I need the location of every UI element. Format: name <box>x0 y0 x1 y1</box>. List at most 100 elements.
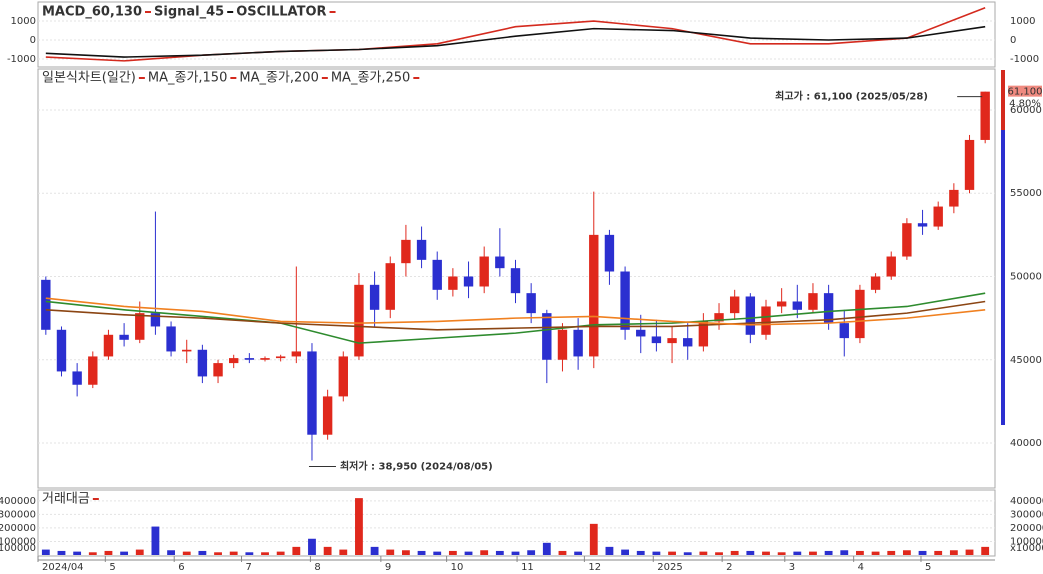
volume-bar <box>495 550 504 555</box>
candle-body <box>589 234 599 357</box>
candle-body <box>902 223 912 257</box>
candle-body <box>542 313 552 360</box>
volume-bar <box>589 523 598 555</box>
candle-body <box>369 284 380 310</box>
x-tick-label: 5 <box>109 562 115 573</box>
candle-body <box>683 338 693 347</box>
volume-pane <box>37 489 996 557</box>
candle-body <box>135 313 145 340</box>
candle-body <box>275 356 286 359</box>
candle-body <box>651 336 662 344</box>
candle-body <box>119 334 129 340</box>
volume-bar <box>308 538 316 555</box>
high-annotation: 최고가 : 61,100 (2025/05/28) <box>775 90 928 103</box>
candle-body <box>197 349 208 377</box>
x-tick-label: 12 <box>588 562 601 573</box>
candle-body <box>401 239 411 264</box>
candle-body <box>72 371 82 385</box>
y-tick-label: 200000 <box>1010 523 1043 534</box>
pane-label: 거래대금 <box>42 492 90 507</box>
x-tick-label: 5 <box>925 562 931 573</box>
unit-label: x100000 <box>0 543 36 554</box>
candle-body <box>479 256 489 287</box>
volume-bar <box>668 551 676 555</box>
candle-body <box>855 289 865 339</box>
volume-bar <box>840 550 849 555</box>
last-price-box <box>1008 85 1042 97</box>
candle-body <box>260 358 270 360</box>
y-tick-label: 55000 <box>1010 188 1042 199</box>
volume-bar <box>965 549 974 555</box>
volume-bar <box>88 552 97 555</box>
volume-bar <box>135 549 144 555</box>
volume-bar <box>355 498 363 555</box>
volume-bar <box>292 546 301 555</box>
candle-body <box>933 206 943 227</box>
candle-body <box>463 276 474 287</box>
x-tick-label: 6 <box>178 562 184 573</box>
candle-body <box>385 263 395 310</box>
candle-body <box>244 358 255 360</box>
candle-body <box>808 293 818 310</box>
candle-body <box>745 296 756 335</box>
y-tick-label: 300000 <box>1010 509 1043 520</box>
change-label: 4.80% <box>1009 99 1041 110</box>
volume-bar <box>370 546 379 555</box>
candle-body <box>667 338 677 344</box>
candle-body <box>949 189 959 207</box>
y-tick-label: 300000 <box>0 509 36 520</box>
candle-body <box>291 351 302 357</box>
legend-label: Signal_45 <box>154 5 224 20</box>
candle-body <box>839 323 849 339</box>
series-line <box>45 292 986 344</box>
candle-body <box>213 363 223 377</box>
volume-bar <box>887 550 896 555</box>
candle-body <box>636 329 646 337</box>
x-tick-label: 4 <box>858 562 864 573</box>
volume-bar <box>57 550 66 555</box>
candle-body <box>776 301 787 307</box>
candle-body <box>166 326 176 352</box>
volume-bar <box>918 550 927 555</box>
volume-bar <box>715 552 723 555</box>
candle-body <box>322 396 333 435</box>
candle-body <box>886 256 896 277</box>
x-tick-label: 11 <box>521 562 534 573</box>
candle-body <box>980 91 990 140</box>
volume-bar <box>120 551 129 555</box>
volume-bar <box>856 550 864 555</box>
volume-bar <box>746 550 755 555</box>
y-tick-label: 60000 <box>1010 105 1042 116</box>
unit-label: x100000 <box>1010 543 1043 554</box>
volume-bar <box>542 542 551 555</box>
volume-bar <box>464 551 473 555</box>
y-tick-label: -1000 <box>7 54 36 65</box>
volume-bar <box>683 552 692 555</box>
candle-body <box>573 329 583 357</box>
y-tick-label: 200000 <box>0 523 36 534</box>
volume-bar <box>73 551 82 555</box>
volume-bar <box>981 546 990 555</box>
volume-bar <box>417 550 426 555</box>
last-price-label: 61,100 <box>1008 87 1043 98</box>
volume-bar <box>527 550 536 555</box>
range-bar-down <box>1001 130 1005 425</box>
pane-label: 일본식차트(일간) <box>42 71 136 86</box>
candle-body <box>526 293 536 314</box>
y-tick-label: 0 <box>1010 35 1016 46</box>
x-tick-label: 2024/04 <box>42 562 84 573</box>
volume-bar <box>339 549 348 555</box>
y-tick-label: 400000 <box>0 496 36 507</box>
volume-bar <box>276 551 285 555</box>
volume-bar <box>558 550 567 555</box>
volume-bar <box>151 526 160 555</box>
volume-bar <box>245 552 254 555</box>
volume-bar <box>480 550 489 555</box>
candle-body <box>495 256 505 269</box>
volume-bar <box>41 549 50 555</box>
volume-bar <box>401 550 410 555</box>
y-tick-label: 0 <box>30 35 36 46</box>
volume-bar <box>949 550 958 555</box>
